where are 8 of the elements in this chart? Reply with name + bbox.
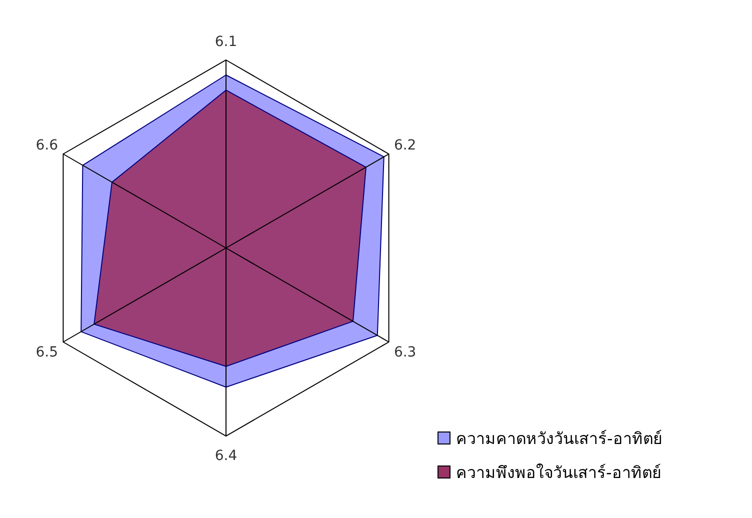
spoke-label: 6.2 — [394, 138, 416, 154]
spoke-label: 6.6 — [36, 138, 58, 154]
spoke-label: 6.1 — [214, 34, 238, 50]
legend-label: ความพึงพอใจวันเสาร์-อาทิตย์ — [456, 463, 661, 482]
spoke-label: 6.5 — [36, 344, 58, 360]
spoke-label: 6.3 — [394, 344, 416, 360]
legend-label: ความคาดหวังวันเสาร์-อาทิตย์ — [456, 429, 662, 448]
spoke-label: 6.4 — [214, 448, 238, 464]
